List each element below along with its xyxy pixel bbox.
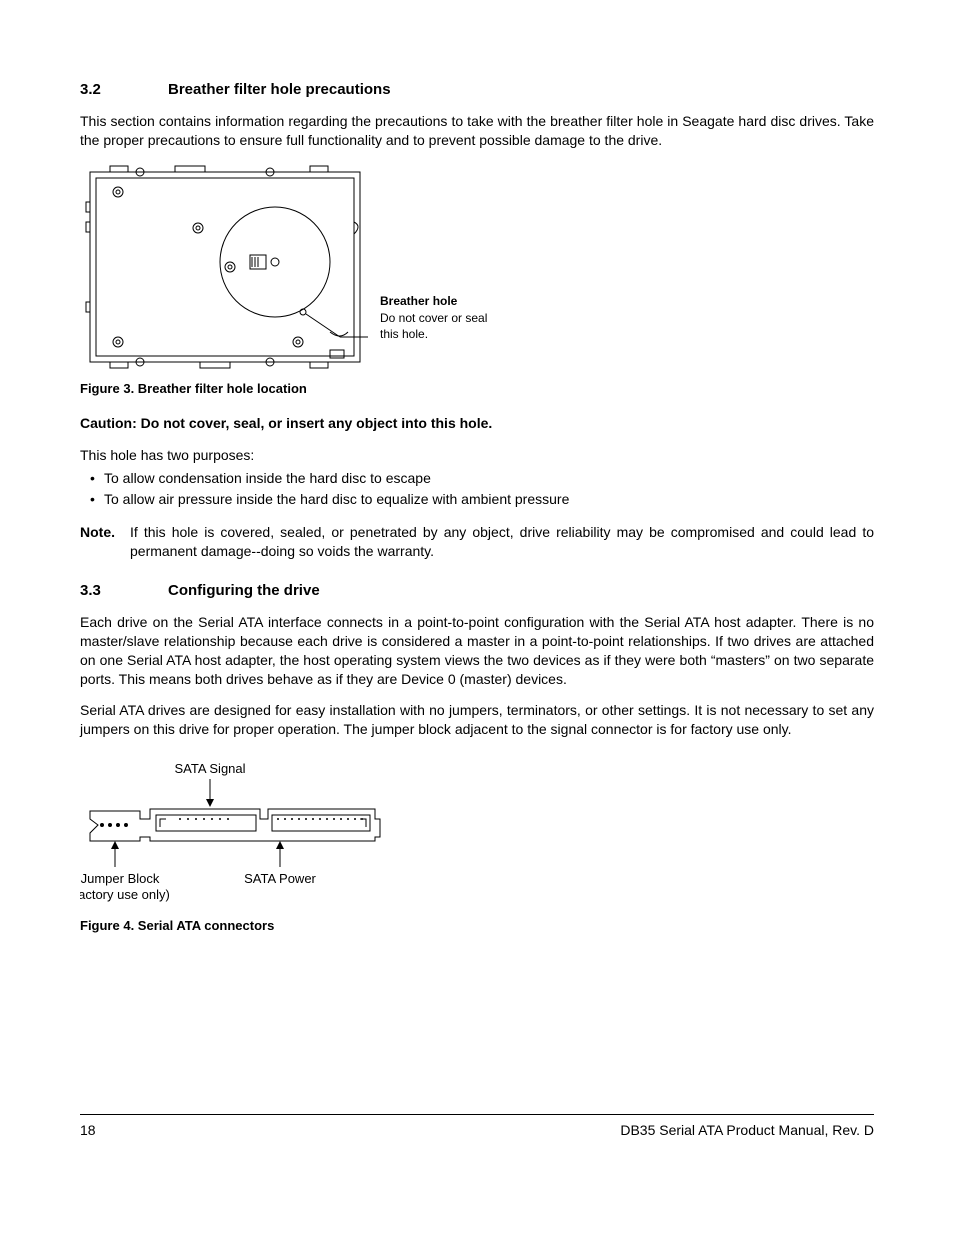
section-3-2-heading: 3.2Breather filter hole precautions — [80, 80, 874, 100]
sata-connector-diagram-icon: SATA Signal — [80, 759, 390, 909]
note-row: Note. If this hole is covered, sealed, o… — [80, 523, 874, 561]
note-text: If this hole is covered, sealed, or pene… — [130, 523, 874, 561]
purposes-list: To allow condensation inside the hard di… — [80, 469, 874, 509]
bullet-1: To allow condensation inside the hard di… — [104, 469, 874, 488]
callout-line-1: Do not cover or seal — [380, 310, 487, 326]
note-label: Note. — [80, 523, 130, 561]
callout-title: Breather hole — [380, 293, 487, 309]
footer-title: DB35 Serial ATA Product Manual, Rev. D — [620, 1121, 874, 1140]
section-3-3-para1: Each drive on the Serial ATA interface c… — [80, 613, 874, 689]
section-3-2-intro: This section contains information regard… — [80, 112, 874, 150]
section-3-3-para2: Serial ATA drives are designed for easy … — [80, 701, 874, 739]
section-3-3-number: 3.3 — [80, 581, 168, 601]
jumper-block-label-2: (factory use only) — [80, 887, 170, 902]
section-3-2-number: 3.2 — [80, 80, 168, 100]
purposes-intro: This hole has two purposes: — [80, 446, 874, 465]
bullet-2: To allow air pressure inside the hard di… — [104, 490, 874, 509]
figure-4-caption: Figure 4. Serial ATA connectors — [80, 917, 874, 935]
sata-power-label: SATA Power — [244, 871, 316, 886]
figure-3-caption: Figure 3. Breather filter hole location — [80, 380, 874, 398]
caution-text: Caution: Do not cover, seal, or insert a… — [80, 414, 874, 433]
callout-line-2: this hole. — [380, 326, 487, 342]
sata-signal-label: SATA Signal — [174, 761, 245, 776]
section-3-3-heading: 3.3Configuring the drive — [80, 581, 874, 601]
section-3-3-title: Configuring the drive — [168, 582, 320, 599]
jumper-block-label-1: Jumper Block — [81, 871, 160, 886]
page-footer: 18 DB35 Serial ATA Product Manual, Rev. … — [80, 1114, 874, 1140]
page-number: 18 — [80, 1121, 96, 1140]
section-3-2-title: Breather filter hole precautions — [168, 81, 391, 98]
figure-3-row: Breather hole Do not cover or seal this … — [80, 162, 874, 372]
drive-diagram-icon — [80, 162, 370, 372]
breather-hole-callout: Breather hole Do not cover or seal this … — [380, 293, 487, 342]
figure-4-wrap: SATA Signal — [80, 759, 874, 909]
